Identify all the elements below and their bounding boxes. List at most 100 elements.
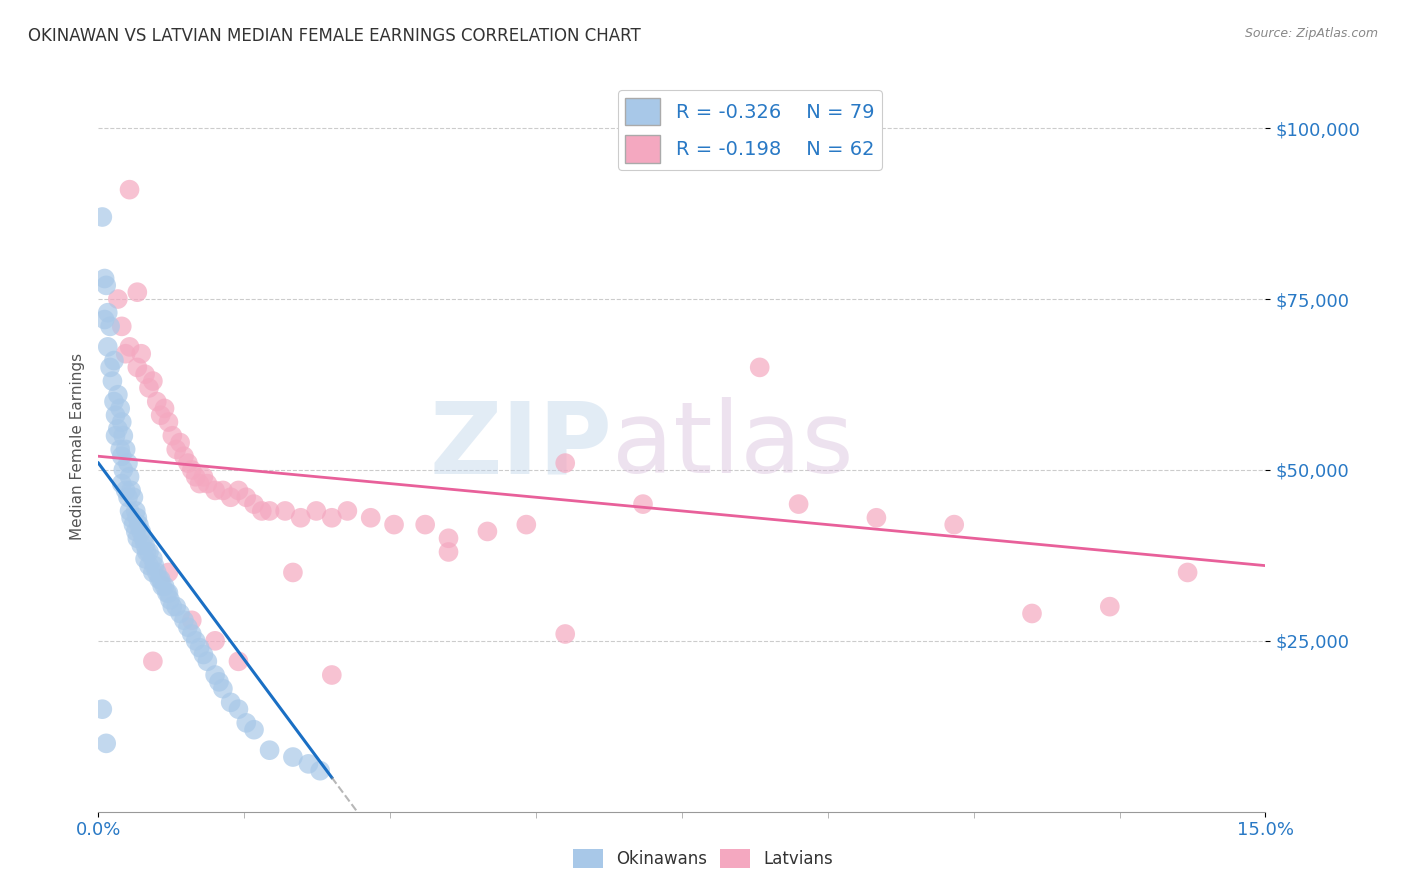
- Point: [134, 538, 156, 552]
- Text: OKINAWAN VS LATVIAN MEDIAN FEMALE EARNINGS CORRELATION CHART: OKINAWAN VS LATVIAN MEDIAN FEMALE EARNIN…: [28, 27, 641, 45]
- Point: [173, 449, 195, 463]
- Y-axis label: Median Female Earnings: Median Female Earnings: [69, 352, 84, 540]
- Point: [103, 394, 125, 409]
- Point: [111, 319, 134, 334]
- Point: [112, 463, 135, 477]
- Point: [98, 360, 121, 375]
- Point: [204, 483, 226, 498]
- Point: [195, 654, 218, 668]
- Point: [108, 442, 131, 457]
- Point: [118, 340, 141, 354]
- Point: [162, 599, 184, 614]
- Point: [117, 456, 139, 470]
- Point: [142, 654, 165, 668]
- Point: [91, 210, 114, 224]
- Point: [250, 504, 273, 518]
- Point: [281, 750, 304, 764]
- Point: [157, 566, 180, 580]
- Point: [157, 586, 180, 600]
- Point: [132, 531, 155, 545]
- Point: [259, 504, 281, 518]
- Point: [91, 702, 114, 716]
- Point: [103, 353, 125, 368]
- Point: [274, 504, 297, 518]
- Point: [305, 504, 328, 518]
- Point: [787, 497, 810, 511]
- Point: [153, 579, 176, 593]
- Point: [149, 572, 172, 586]
- Point: [336, 504, 359, 518]
- Point: [321, 668, 343, 682]
- Point: [114, 347, 136, 361]
- Point: [143, 558, 166, 573]
- Point: [127, 510, 149, 524]
- Text: ZIP: ZIP: [429, 398, 612, 494]
- Point: [129, 524, 152, 539]
- Point: [193, 648, 215, 662]
- Legend: R = -0.326    N = 79, R = -0.198    N = 62: R = -0.326 N = 79, R = -0.198 N = 62: [617, 90, 882, 170]
- Point: [122, 490, 145, 504]
- Point: [107, 388, 129, 402]
- Point: [127, 360, 149, 375]
- Point: [114, 442, 136, 457]
- Point: [243, 497, 266, 511]
- Point: [104, 429, 127, 443]
- Point: [120, 510, 142, 524]
- Point: [212, 681, 235, 696]
- Point: [142, 551, 165, 566]
- Point: [159, 592, 181, 607]
- Point: [204, 633, 226, 648]
- Point: [108, 401, 131, 416]
- Point: [120, 483, 142, 498]
- Point: [129, 538, 152, 552]
- Point: [208, 674, 231, 689]
- Point: [297, 756, 319, 771]
- Point: [204, 668, 226, 682]
- Point: [122, 517, 145, 532]
- Point: [118, 183, 141, 197]
- Point: [188, 640, 211, 655]
- Point: [135, 545, 157, 559]
- Point: [177, 456, 200, 470]
- Point: [309, 764, 332, 778]
- Point: [193, 469, 215, 483]
- Point: [111, 476, 134, 491]
- Point: [149, 409, 172, 423]
- Point: [235, 715, 257, 730]
- Point: [127, 285, 149, 300]
- Point: [281, 566, 304, 580]
- Point: [184, 633, 207, 648]
- Point: [125, 524, 148, 539]
- Point: [228, 654, 250, 668]
- Point: [437, 531, 460, 545]
- Point: [219, 695, 242, 709]
- Point: [118, 504, 141, 518]
- Point: [111, 449, 134, 463]
- Point: [554, 456, 576, 470]
- Point: [138, 545, 160, 559]
- Point: [148, 572, 170, 586]
- Point: [865, 510, 887, 524]
- Point: [243, 723, 266, 737]
- Point: [290, 510, 312, 524]
- Point: [177, 620, 200, 634]
- Point: [157, 415, 180, 429]
- Point: [107, 422, 129, 436]
- Point: [97, 306, 120, 320]
- Point: [93, 271, 115, 285]
- Point: [142, 374, 165, 388]
- Point: [112, 429, 135, 443]
- Point: [321, 510, 343, 524]
- Point: [212, 483, 235, 498]
- Point: [228, 702, 250, 716]
- Point: [235, 490, 257, 504]
- Point: [184, 469, 207, 483]
- Point: [138, 381, 160, 395]
- Point: [228, 483, 250, 498]
- Point: [150, 579, 173, 593]
- Point: [97, 340, 120, 354]
- Point: [382, 517, 405, 532]
- Point: [118, 469, 141, 483]
- Point: [146, 566, 169, 580]
- Point: [631, 497, 654, 511]
